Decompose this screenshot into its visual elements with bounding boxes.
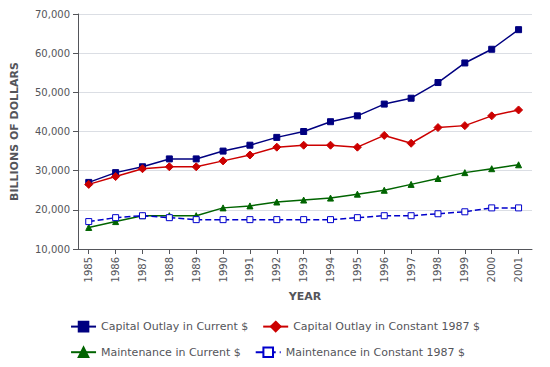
svg-text:20,000: 20,000: [35, 204, 70, 215]
svg-text:1994: 1994: [325, 257, 336, 282]
svg-text:1990: 1990: [218, 257, 229, 282]
svg-text:Maintenance in Current $: Maintenance in Current $: [101, 346, 241, 359]
svg-text:30,000: 30,000: [35, 165, 70, 176]
svg-text:1988: 1988: [164, 257, 175, 282]
svg-text:1992: 1992: [271, 257, 282, 282]
svg-text:70,000: 70,000: [35, 9, 70, 20]
svg-text:Capital Outlay in Current $: Capital Outlay in Current $: [101, 320, 248, 333]
svg-text:1997: 1997: [406, 257, 417, 282]
svg-text:1991: 1991: [244, 257, 255, 282]
svg-text:1999: 1999: [459, 257, 470, 282]
svg-text:1996: 1996: [379, 257, 390, 282]
svg-text:1987: 1987: [137, 257, 148, 282]
svg-text:1993: 1993: [298, 257, 309, 282]
svg-text:2000: 2000: [486, 257, 497, 282]
svg-text:1986: 1986: [110, 257, 121, 282]
svg-text:1985: 1985: [83, 257, 94, 282]
svg-text:BILLIONS OF DOLLARS: BILLIONS OF DOLLARS: [8, 62, 21, 201]
svg-text:Capital Outlay in Constant 198: Capital Outlay in Constant 1987 $: [293, 320, 480, 333]
svg-text:2001: 2001: [513, 257, 524, 282]
svg-text:1989: 1989: [191, 257, 202, 282]
svg-text:50,000: 50,000: [35, 87, 70, 98]
svg-text:40,000: 40,000: [35, 126, 70, 137]
svg-text:YEAR: YEAR: [288, 290, 322, 303]
svg-text:60,000: 60,000: [35, 48, 70, 59]
svg-text:1995: 1995: [352, 257, 363, 282]
svg-text:10,000: 10,000: [35, 244, 70, 255]
svg-text:Maintenance in Constant 1987 $: Maintenance in Constant 1987 $: [286, 346, 465, 359]
svg-text:1998: 1998: [432, 257, 443, 282]
